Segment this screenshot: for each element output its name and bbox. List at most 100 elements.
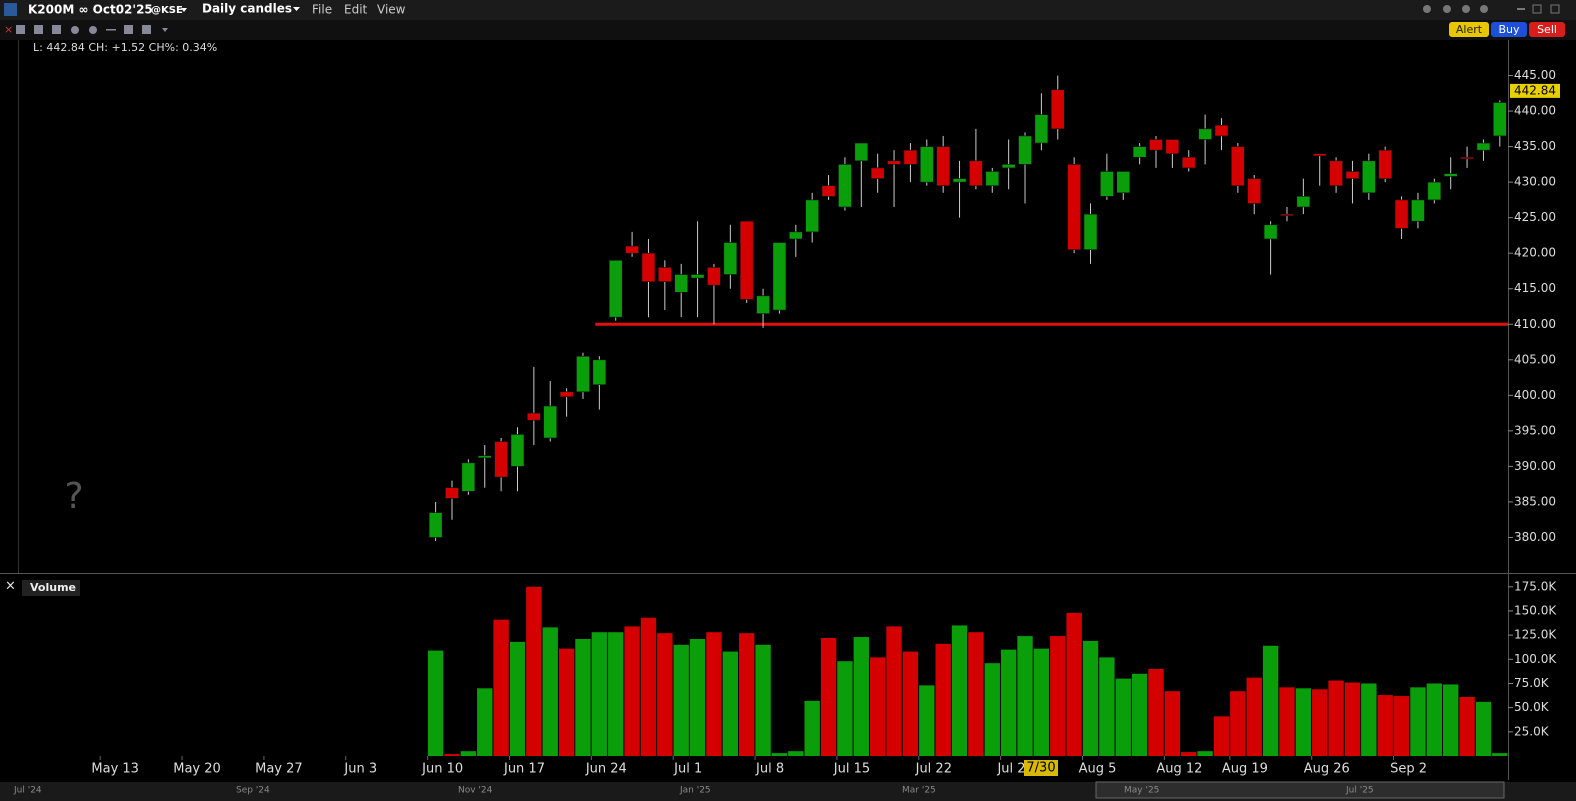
- volume-bar: [640, 617, 657, 756]
- candle-body: [658, 267, 672, 282]
- volume-bar: [460, 751, 477, 756]
- candle-body: [936, 146, 950, 186]
- x-tick-label: Aug 12: [1156, 762, 1202, 777]
- x-tick-label: Aug 5: [1079, 762, 1117, 777]
- candle-body: [576, 355, 590, 393]
- volume-bar: [1344, 682, 1361, 756]
- candle-body: [1263, 224, 1278, 240]
- candle-body: [1378, 149, 1393, 179]
- candle-body: [969, 160, 983, 186]
- candle-body: [1034, 114, 1049, 144]
- info-line: L: 442.84 CH: +1.52 CH%: 0.34%: [33, 41, 217, 54]
- chart-type[interactable]: Daily candles: [202, 2, 292, 16]
- volume-bar: [1131, 673, 1148, 756]
- y-tick-label: 100.0K: [1514, 652, 1557, 666]
- volume-bar: [1181, 752, 1197, 756]
- volume-bar: [837, 661, 853, 756]
- exchange[interactable]: @KSE: [151, 5, 183, 16]
- candle-body: [510, 434, 525, 467]
- x-tick-label: Jul 1: [673, 762, 702, 777]
- y-tick-label: 445.00: [1514, 68, 1556, 82]
- navigator-window[interactable]: [1095, 781, 1505, 799]
- volume-bar: [444, 754, 460, 756]
- volume-bar: [608, 632, 624, 756]
- navigator-label: May '25: [1124, 786, 1159, 796]
- menu-edit[interactable]: Edit: [344, 3, 368, 17]
- volume-bar: [739, 633, 755, 756]
- volume-title: Volume: [30, 581, 76, 594]
- volume-bar: [1164, 691, 1181, 756]
- candle-body: [1132, 146, 1147, 158]
- menu-file[interactable]: File: [312, 3, 332, 17]
- volume-bar: [1017, 636, 1033, 756]
- volume-bar: [1262, 645, 1279, 756]
- x-tick-label: Jul 8: [755, 762, 784, 777]
- candle-body: [674, 274, 689, 293]
- x-tick-label: Jun 24: [585, 762, 627, 777]
- volume-bar: [427, 650, 444, 756]
- volume-bar: [542, 627, 558, 756]
- close-pane[interactable]: ×: [5, 579, 16, 594]
- volume-bar: [1066, 612, 1082, 756]
- volume-bar: [689, 638, 706, 756]
- candle-body: [1427, 181, 1442, 201]
- candle-body: [1050, 89, 1065, 130]
- sell-label[interactable]: Sell: [1537, 23, 1557, 36]
- candle-body: [1001, 164, 1016, 169]
- y-tick-label: 420.00: [1514, 246, 1556, 260]
- y-tick-label: 25.0K: [1514, 724, 1550, 738]
- volume-bar: [673, 644, 689, 756]
- volume-bar: [804, 700, 820, 756]
- volume-bar: [657, 633, 673, 756]
- volume-tab: [22, 580, 80, 596]
- candle-body: [805, 199, 819, 233]
- candle-body: [1394, 199, 1409, 229]
- volume-bar: [1459, 697, 1475, 756]
- y-tick-label: 400.00: [1514, 388, 1556, 402]
- y-tick-label: 395.00: [1514, 423, 1556, 437]
- volume-bar: [1492, 753, 1508, 756]
- candle-body: [772, 242, 787, 311]
- candle-body: [1312, 153, 1327, 157]
- volume-bar: [853, 637, 869, 756]
- y-tick-label: 380.00: [1514, 530, 1556, 544]
- menu-view[interactable]: View: [377, 3, 406, 17]
- candle-body: [543, 405, 558, 439]
- candle-body: [756, 295, 770, 314]
- help-icon[interactable]: ?: [64, 476, 83, 517]
- x-tick-label: Jun 17: [503, 762, 545, 777]
- candle-body: [838, 164, 852, 208]
- buy-button[interactable]: [1491, 22, 1527, 37]
- x-tick-label: Aug 26: [1304, 762, 1350, 777]
- volume-bar: [1246, 677, 1262, 756]
- alert-label[interactable]: Alert: [1456, 23, 1483, 36]
- volume-bar: [788, 751, 804, 756]
- y-tick-label: 75.0K: [1514, 676, 1550, 690]
- candle-body: [1116, 171, 1131, 194]
- candle-body: [1247, 178, 1262, 204]
- x-tick-label: Aug 19: [1222, 762, 1268, 777]
- x-tick-label: Jun 3: [343, 762, 377, 777]
- candle-body: [707, 267, 721, 286]
- title-bar: [0, 0, 1576, 20]
- navigator-label: Jul '25: [1345, 786, 1374, 796]
- buy-label[interactable]: Buy: [1498, 23, 1520, 36]
- candle-body: [1231, 146, 1245, 186]
- volume-bar: [886, 626, 902, 756]
- candle-body: [1493, 102, 1507, 137]
- volume-bar: [935, 643, 951, 756]
- candle-body: [690, 274, 705, 279]
- volume-bar: [477, 688, 493, 756]
- candle-body: [428, 512, 443, 538]
- sell-button[interactable]: [1529, 22, 1565, 37]
- alert-button[interactable]: [1449, 22, 1489, 37]
- volume-bar: [1000, 649, 1017, 756]
- candle-body: [1345, 171, 1360, 179]
- y-tick-label: 435.00: [1514, 139, 1556, 153]
- candle-body: [1443, 173, 1458, 177]
- candle-body: [1411, 199, 1425, 222]
- y-tick-label: 415.00: [1514, 281, 1556, 295]
- candle-body: [559, 391, 574, 398]
